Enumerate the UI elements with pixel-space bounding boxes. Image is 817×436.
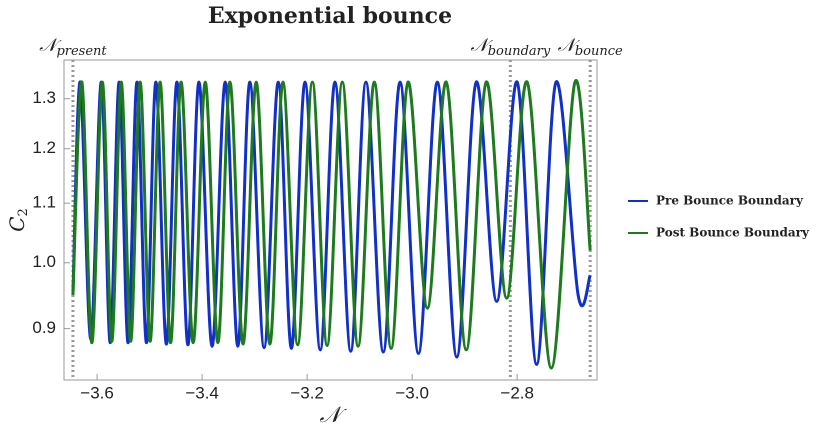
- y-axis-label: C2: [5, 208, 31, 232]
- y-label-sub: 2: [16, 208, 31, 216]
- marker-label: 𝒩present: [39, 35, 107, 59]
- x-tick-label: −3.6: [80, 383, 114, 402]
- x-tick-label: −2.8: [500, 383, 534, 402]
- series-line: [71, 78, 592, 370]
- chart-title: Exponential bounce: [208, 3, 452, 29]
- legend-label: Pre Bounce Boundary: [656, 194, 804, 208]
- y-tick-label: 1.3: [32, 88, 56, 107]
- legend-label: Post Bounce Boundary: [656, 226, 810, 240]
- marker-symbol: 𝒩: [39, 35, 62, 56]
- x-tick-label: −3.4: [185, 383, 219, 402]
- x-tick-label: −3.2: [290, 383, 324, 402]
- marker-sub: boundary: [488, 44, 551, 59]
- marker-symbol: 𝒩: [558, 35, 581, 56]
- x-tick-label: −3.0: [395, 383, 429, 402]
- y-tick-label: 1.2: [32, 138, 56, 157]
- series-line: [71, 80, 592, 366]
- y-tick-label: 1.0: [32, 252, 56, 271]
- plot-frame: [63, 59, 598, 381]
- marker-label: 𝒩bounce: [558, 35, 623, 59]
- marker-sub: bounce: [575, 44, 623, 59]
- x-axis-label: 𝒩: [319, 403, 347, 428]
- marker-sub: present: [56, 44, 107, 59]
- marker-symbol: 𝒩: [470, 35, 493, 56]
- y-tick-label: 1.1: [32, 193, 56, 212]
- marker-label: 𝒩boundary: [470, 35, 550, 59]
- y-tick-label: 0.9: [32, 318, 56, 337]
- y-label-text: C: [5, 216, 29, 231]
